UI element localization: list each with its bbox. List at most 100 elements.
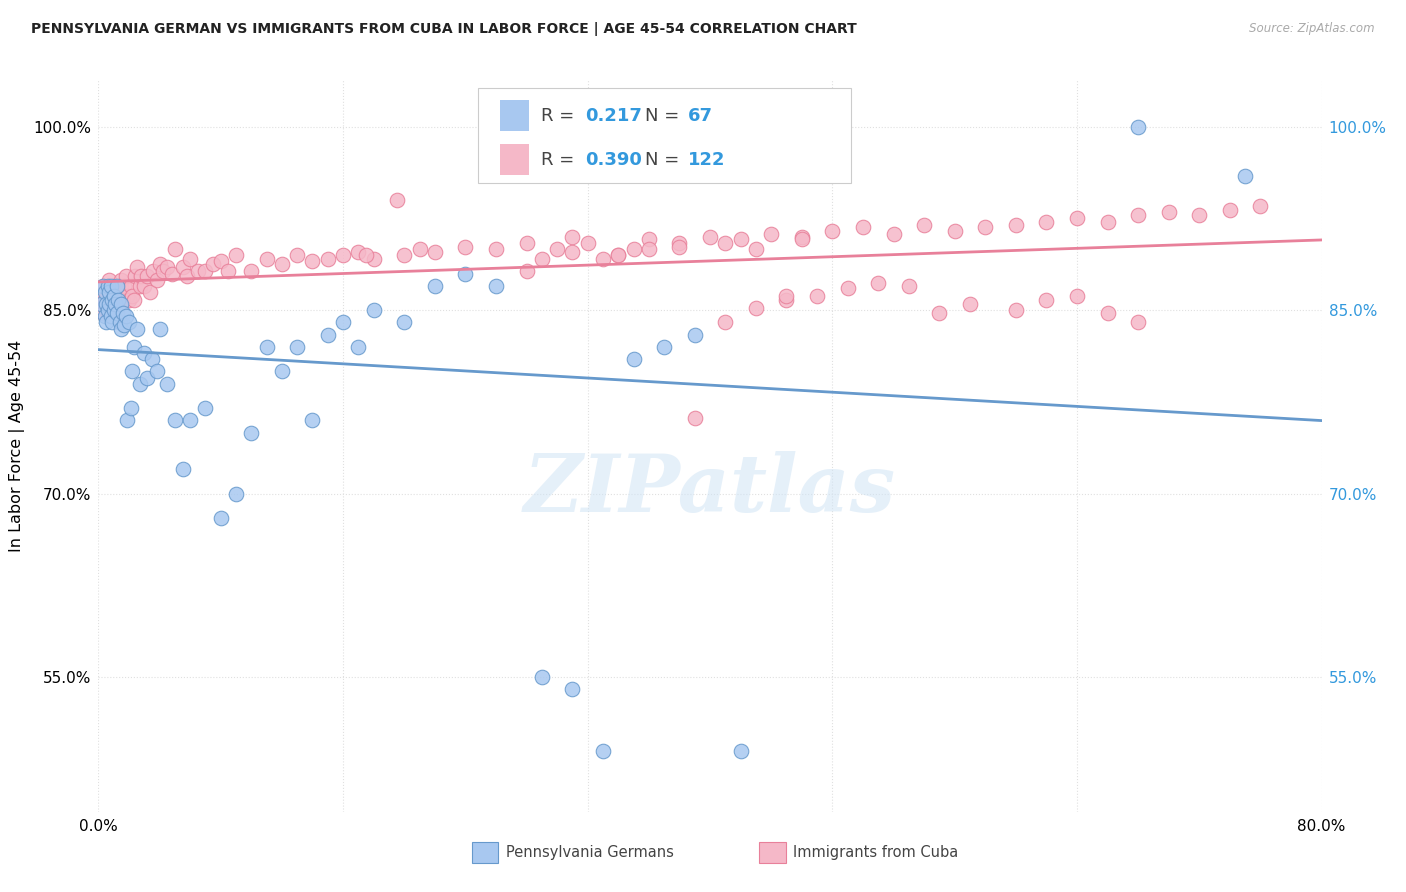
Point (240, 425, 263, 440)
Text: 67: 67 (688, 107, 713, 125)
Point (115, 310, 138, 324)
Text: N =: N = (645, 151, 685, 169)
Point (347, 244, 370, 259)
Point (546, 242, 568, 256)
Point (790, 230, 813, 244)
Point (104, 297, 127, 311)
Point (120, 278, 142, 293)
Point (576, 235, 599, 250)
Point (94, 297, 117, 311)
Point (110, 281, 132, 295)
Point (683, 410, 706, 425)
Y-axis label: In Labor Force | Age 45-54: In Labor Force | Age 45-54 (10, 340, 25, 552)
Point (100, 303, 122, 318)
Point (385, 193, 408, 207)
Point (516, 264, 538, 278)
Point (454, 239, 477, 253)
Point (301, 254, 323, 268)
Point (111, 293, 134, 308)
Point (112, 318, 135, 332)
Point (423, 278, 446, 293)
Point (454, 267, 477, 281)
Point (699, 230, 721, 244)
Point (637, 232, 661, 246)
Point (128, 376, 150, 391)
Text: R =: R = (541, 151, 581, 169)
Point (354, 248, 377, 262)
Point (730, 232, 752, 246)
Point (316, 252, 339, 266)
Point (107, 293, 129, 308)
Point (714, 316, 737, 330)
Point (1097, 215, 1119, 229)
Point (129, 268, 152, 283)
FancyBboxPatch shape (759, 842, 786, 863)
Point (107, 278, 129, 293)
FancyBboxPatch shape (499, 101, 529, 131)
Point (1157, 205, 1180, 219)
Point (101, 293, 124, 308)
Point (104, 297, 127, 311)
Point (91, 278, 114, 293)
Point (110, 321, 132, 335)
Point (120, 401, 142, 415)
Point (121, 288, 143, 302)
Point (136, 370, 159, 384)
Point (172, 260, 194, 275)
Point (103, 293, 125, 308)
Point (332, 248, 354, 262)
Point (94, 297, 117, 311)
Point (125, 260, 148, 275)
Point (93, 310, 115, 324)
Point (94, 316, 117, 330)
Text: 122: 122 (688, 151, 725, 169)
Point (943, 224, 966, 238)
Point (868, 277, 890, 291)
Point (1066, 288, 1088, 302)
Point (285, 248, 308, 262)
Point (209, 254, 232, 268)
Point (101, 316, 124, 330)
Point (1128, 120, 1150, 134)
Point (156, 376, 179, 391)
Point (1004, 303, 1026, 318)
Point (134, 346, 156, 360)
Point (141, 352, 163, 367)
Point (124, 268, 146, 283)
Point (485, 242, 508, 256)
Point (1128, 316, 1150, 330)
Point (1188, 208, 1211, 222)
Point (256, 340, 278, 354)
Point (745, 301, 768, 315)
Text: Immigrants from Cuba: Immigrants from Cuba (793, 846, 959, 860)
Point (136, 268, 159, 283)
FancyBboxPatch shape (499, 145, 529, 175)
Point (897, 278, 920, 293)
Point (270, 364, 292, 378)
Point (90, 297, 112, 311)
Point (91, 306, 114, 320)
Point (117, 288, 139, 302)
Point (683, 327, 706, 342)
Point (561, 230, 583, 244)
Point (883, 227, 905, 242)
Point (1066, 211, 1088, 226)
Point (149, 257, 172, 271)
Point (392, 248, 416, 262)
Point (408, 242, 430, 256)
Point (160, 267, 183, 281)
Point (592, 743, 614, 757)
Point (108, 316, 131, 330)
Point (561, 244, 583, 259)
Point (139, 285, 162, 299)
Point (928, 306, 950, 320)
Point (623, 352, 645, 367)
Point (592, 252, 614, 266)
Text: ZIPatlas: ZIPatlas (524, 451, 896, 529)
Point (759, 227, 782, 242)
Point (607, 248, 630, 262)
Point (98, 297, 121, 311)
Point (1234, 169, 1257, 183)
Point (128, 278, 150, 293)
Point (806, 288, 828, 302)
